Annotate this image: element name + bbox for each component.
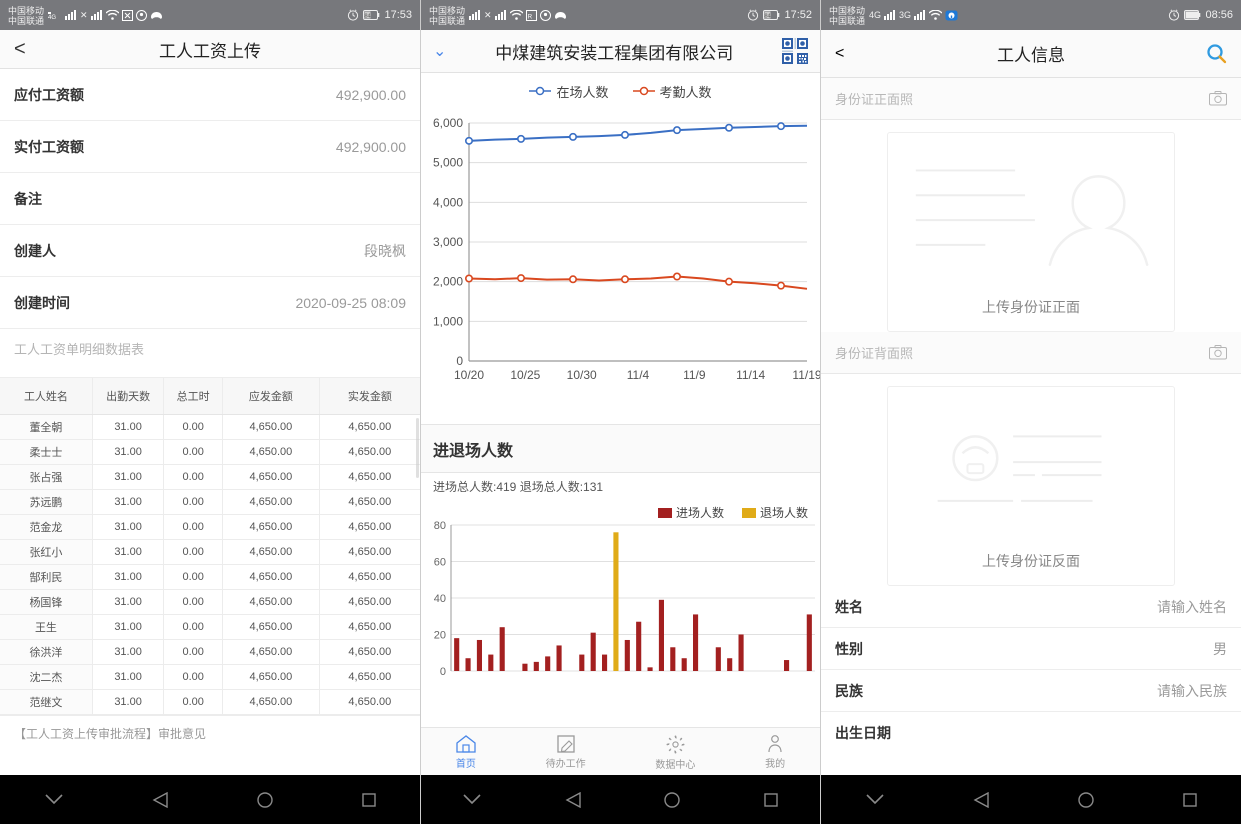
svg-text:11/4: 11/4 <box>627 368 650 382</box>
svg-text:3,000: 3,000 <box>433 235 463 249</box>
svg-text:6,000: 6,000 <box>433 116 463 130</box>
svg-text:4,000: 4,000 <box>433 195 463 209</box>
svg-text:84: 84 <box>365 13 371 19</box>
svg-text:4G: 4G <box>48 15 56 20</box>
svg-text:10/25: 10/25 <box>510 368 540 382</box>
svg-text:11/19: 11/19 <box>792 368 820 382</box>
svg-text:R: R <box>527 14 532 20</box>
svg-text:11/14: 11/14 <box>736 368 765 382</box>
svg-text:80: 80 <box>434 520 446 532</box>
svg-text:11/9: 11/9 <box>683 368 706 382</box>
svg-text:0: 0 <box>440 666 446 678</box>
svg-text:10/30: 10/30 <box>567 368 597 382</box>
svg-text:1,000: 1,000 <box>433 314 463 328</box>
svg-text:2,000: 2,000 <box>433 275 463 289</box>
svg-text:10/20: 10/20 <box>454 368 484 382</box>
svg-text:84: 84 <box>765 13 771 19</box>
svg-text:60: 60 <box>434 557 446 569</box>
svg-text:0: 0 <box>456 354 463 368</box>
svg-text:5,000: 5,000 <box>433 156 463 170</box>
svg-text:40: 40 <box>434 593 446 605</box>
svg-text:20: 20 <box>434 630 446 642</box>
